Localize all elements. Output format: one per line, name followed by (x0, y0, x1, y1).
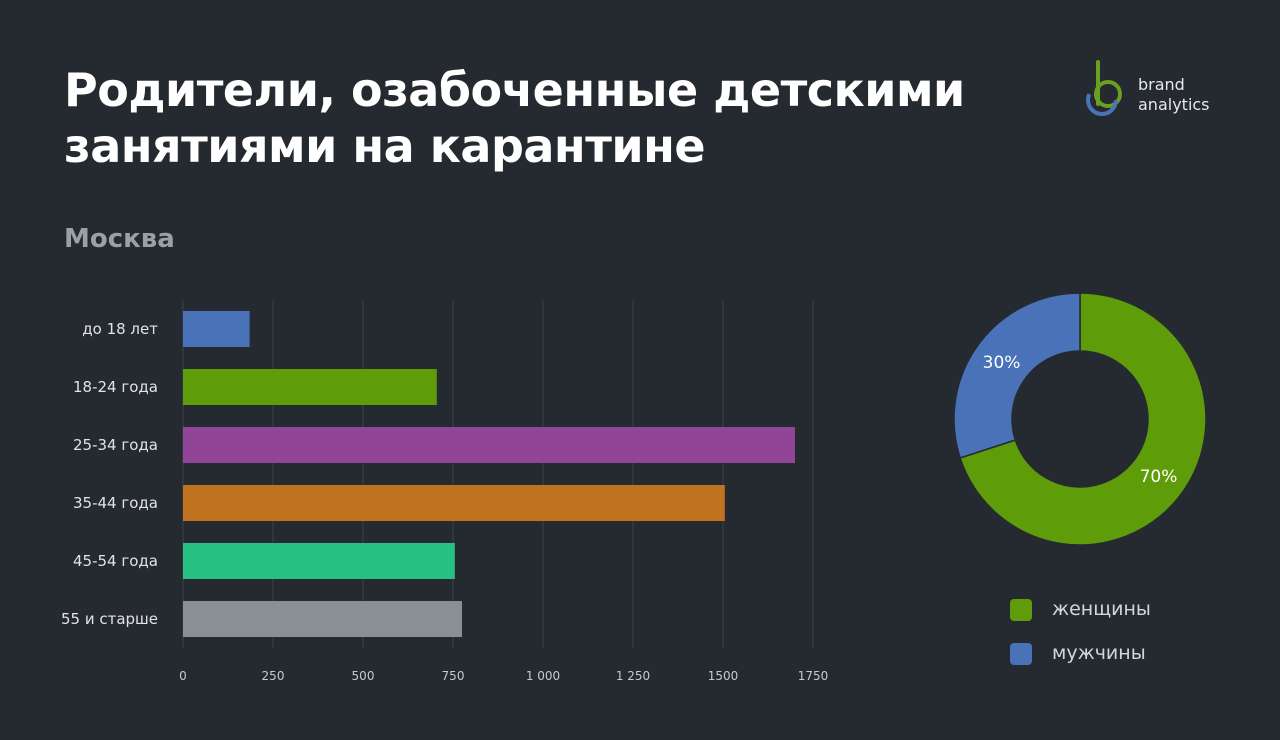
legend-label-women: женщины (1052, 598, 1151, 620)
legend-label-men: мужчины (1052, 642, 1146, 664)
x-tick-label: 1500 (708, 669, 739, 680)
logo-text-line-1: brand (1138, 75, 1185, 94)
category-label: 35-44 года (73, 494, 158, 512)
slice-value-label: 30% (983, 353, 1021, 373)
bar (183, 427, 795, 463)
bar (183, 543, 455, 579)
x-tick-label: 1 000 (526, 669, 560, 680)
title-line-2: занятиями на карантине (64, 119, 706, 173)
category-label: 25-34 года (73, 436, 158, 454)
bar (183, 485, 725, 521)
logo-text: brand analytics (1138, 75, 1210, 115)
x-tick-label: 500 (352, 669, 375, 680)
x-tick-label: 1750 (798, 669, 829, 680)
x-tick-label: 1 250 (616, 669, 650, 680)
donut-chart: 70% 30% (953, 292, 1207, 546)
logo-text-line-2: analytics (1138, 95, 1210, 114)
chart-subtitle: Москва (64, 224, 175, 254)
brand-analytics-logo-icon (1086, 60, 1122, 116)
bar-chart: 0 250 500 750 1 000 1 250 1500 1750 до 18 лет 18-… (61, 300, 829, 680)
donut-slice (959, 292, 1207, 546)
brand-logo: brand analytics (1084, 58, 1234, 122)
category-label: 45-54 года (73, 552, 158, 570)
title-line-1: Родители, озабоченные детскими (64, 63, 965, 117)
slice-value-label: 70% (1140, 467, 1178, 487)
legend-swatch-women (1010, 599, 1032, 621)
legend-swatch-men (1010, 643, 1032, 665)
category-label: 18-24 года (73, 378, 158, 396)
x-tick-label: 0 (179, 669, 187, 680)
category-label: 55 и старше (61, 610, 158, 628)
page-title: Родители, озабоченные детскими занятиями… (64, 62, 1024, 174)
bar (183, 369, 437, 405)
category-label: до 18 лет (82, 320, 158, 338)
x-tick-label: 750 (442, 669, 465, 680)
x-tick-label: 250 (262, 669, 285, 680)
bar (183, 601, 462, 637)
bar (183, 311, 250, 347)
donut-slice (953, 292, 1081, 459)
